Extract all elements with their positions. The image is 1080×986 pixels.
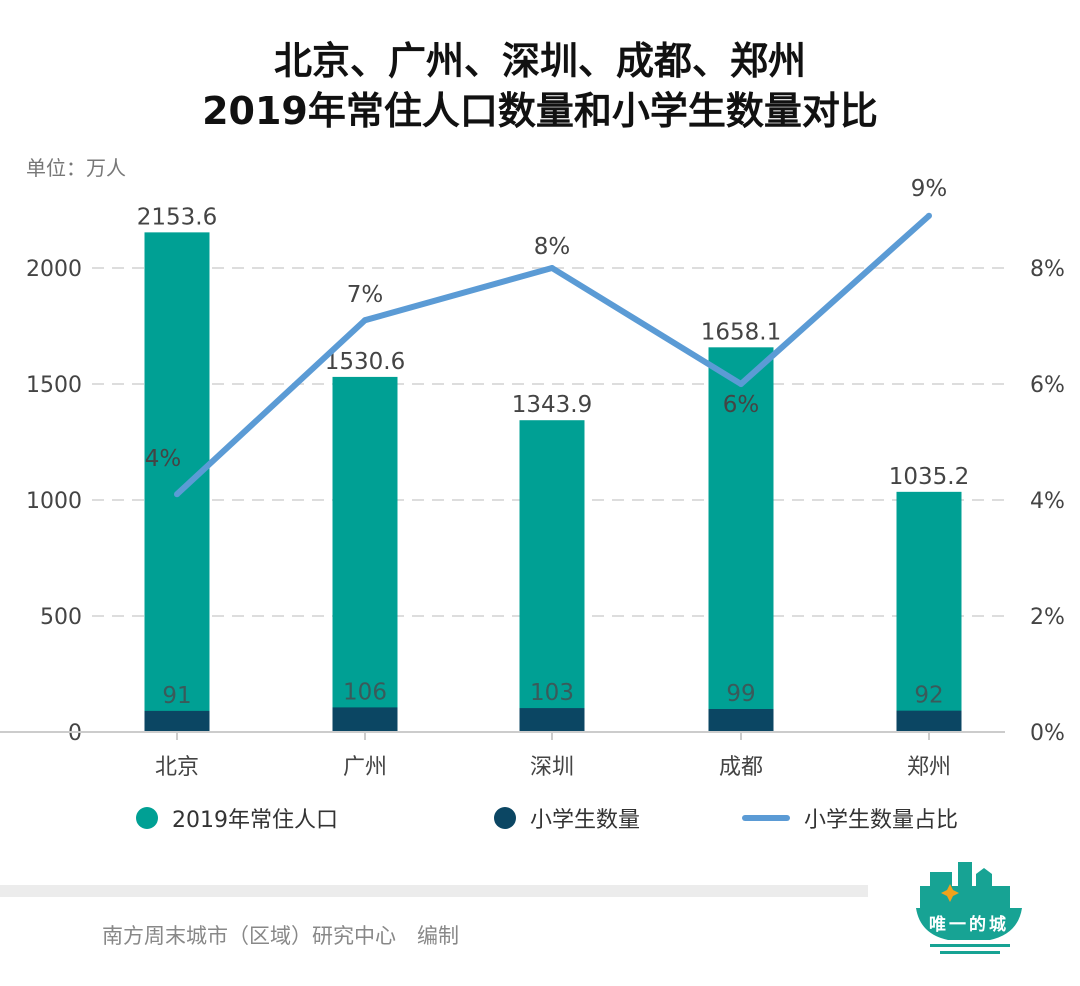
right-axis-tick-label: 4% xyxy=(1030,489,1065,514)
left-axis-tick-label: 0 xyxy=(68,721,82,746)
right-axis-tick-label: 2% xyxy=(1030,605,1065,630)
x-axis-tick-label: 郑州 xyxy=(907,755,951,780)
students-data-label: 106 xyxy=(343,679,387,705)
population-data-label: 1530.6 xyxy=(325,349,405,375)
students-data-label: 92 xyxy=(914,683,943,709)
right-axis-tick-label: 0% xyxy=(1030,721,1065,746)
students-bar xyxy=(519,708,585,732)
ratio-data-label: 9% xyxy=(911,176,948,202)
population-bar xyxy=(896,491,962,732)
right-axis-tick-label: 8% xyxy=(1030,257,1065,282)
students-bar xyxy=(144,710,210,732)
ratio-point xyxy=(738,381,744,387)
combo-chart: 0 0% 500 2% 1000 4% 1500 6% 2000 8% 2153.6 91 北京 1530… xyxy=(0,176,1065,780)
legend-swatch-population xyxy=(136,807,158,829)
population-data-label: 1343.9 xyxy=(512,392,592,418)
students-bar xyxy=(708,709,774,732)
x-axis-tick-label: 北京 xyxy=(155,755,199,780)
ratio-data-label: 6% xyxy=(723,392,760,418)
population-data-label: 2153.6 xyxy=(137,204,217,230)
population-bar xyxy=(708,347,774,732)
legend-swatch-students xyxy=(494,807,516,829)
ratio-point xyxy=(174,491,180,498)
legend-label-students: 小学生数量 xyxy=(530,808,641,833)
students-bar xyxy=(896,710,962,732)
x-axis-tick-label: 深圳 xyxy=(530,755,574,780)
ratio-data-label: 4% xyxy=(145,446,182,472)
students-data-label: 99 xyxy=(726,681,755,707)
students-bar xyxy=(332,707,398,732)
population-data-label: 1035.2 xyxy=(889,464,969,490)
unit-label: 单位：万人 xyxy=(26,156,126,180)
legend-label-population: 2019年常住人口 xyxy=(172,808,338,833)
legend-item-students: 小学生数量 xyxy=(494,802,640,834)
left-axis-tick-label: 500 xyxy=(40,605,82,630)
students-data-label: 103 xyxy=(530,680,574,706)
svg-text:唯一的城: 唯一的城 xyxy=(929,914,1009,935)
students-data-label: 91 xyxy=(162,683,191,709)
left-axis-tick-label: 2000 xyxy=(26,257,82,282)
population-bar xyxy=(519,420,585,732)
ratio-data-label: 7% xyxy=(347,282,384,308)
ratio-point xyxy=(926,212,932,219)
logo: 唯一的城 xyxy=(916,862,1022,954)
left-axis-tick-label: 1000 xyxy=(26,489,82,514)
x-axis-tick-label: 广州 xyxy=(343,755,387,780)
population-bar xyxy=(144,232,210,732)
legend-label-ratio: 小学生数量占比 xyxy=(804,808,959,833)
ratio-point xyxy=(362,317,368,324)
chart-title-line1: 北京、广州、深圳、成都、郑州 xyxy=(273,39,806,83)
legend-item-ratio: 小学生数量占比 xyxy=(742,802,958,834)
left-axis-tick-label: 1500 xyxy=(26,373,82,398)
footer-divider xyxy=(0,885,868,897)
chart-title-line2: 2019年常住人口数量和小学生数量对比 xyxy=(202,89,878,133)
population-data-label: 1658.1 xyxy=(701,319,781,345)
ratio-point xyxy=(549,265,555,271)
x-axis-tick-label: 成都 xyxy=(719,755,763,780)
population-bar xyxy=(332,376,398,732)
legend-item-population: 2019年常住人口 xyxy=(136,802,338,834)
ratio-data-label: 8% xyxy=(534,234,571,260)
source-note: 南方周末城市（区域）研究中心 编制 xyxy=(102,924,459,948)
right-axis-tick-label: 6% xyxy=(1030,373,1065,398)
legend-swatch-ratio xyxy=(742,815,790,821)
